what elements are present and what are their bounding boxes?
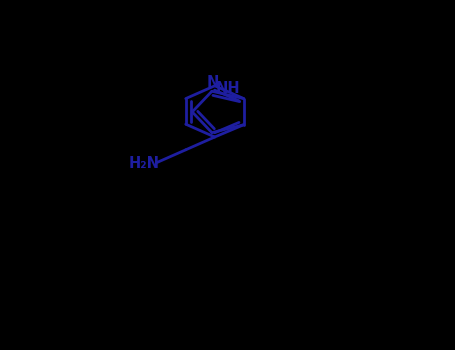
Text: H₂N: H₂N (129, 156, 160, 172)
Text: N: N (207, 75, 219, 90)
Text: NH: NH (216, 81, 240, 96)
